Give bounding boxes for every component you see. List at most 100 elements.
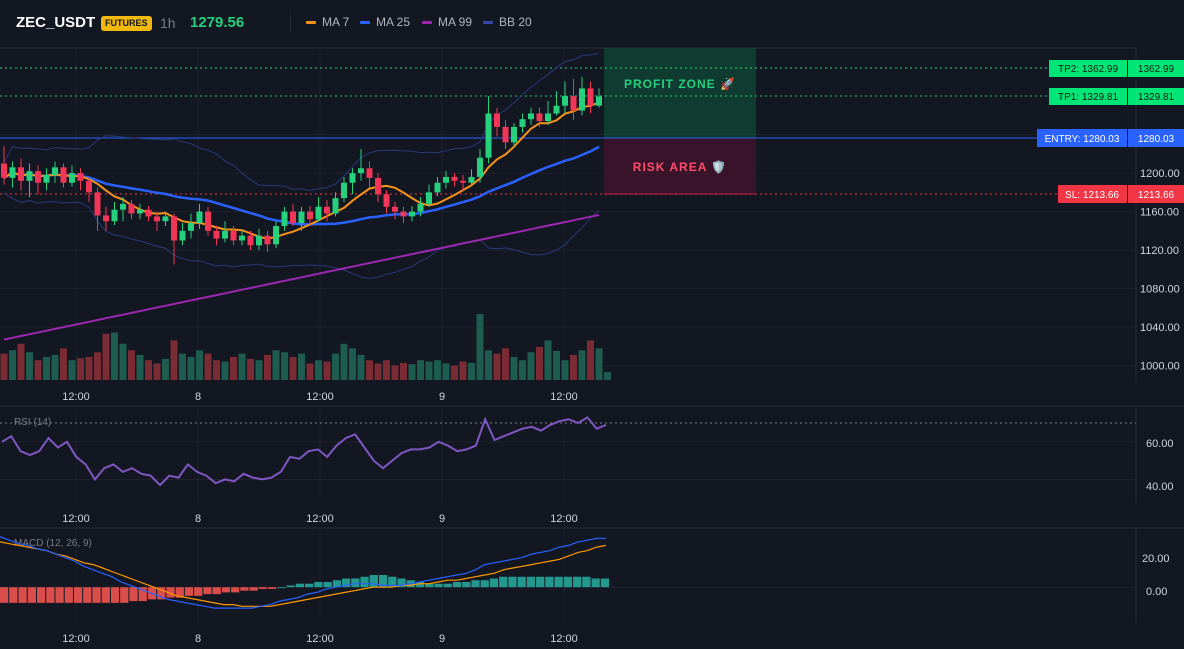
volume-bar — [272, 350, 280, 380]
price-tick: 1080.00 — [1140, 284, 1180, 296]
macd-hist-bar — [360, 576, 369, 588]
last-price: 1279.56 — [190, 14, 245, 31]
rsi-tick-60: 60.00 — [1146, 438, 1174, 450]
volume-bar — [357, 354, 365, 380]
candle-body — [536, 113, 543, 122]
macd-hist-bar — [499, 576, 508, 588]
macd-tick-0: 0.00 — [1146, 586, 1167, 598]
ma99-line — [3, 214, 600, 341]
volume-bar — [451, 365, 458, 380]
price-tick: 1000.00 — [1140, 361, 1180, 373]
volume-bar — [238, 353, 246, 380]
rsi-panel[interactable] — [0, 416, 1136, 487]
macd-hist-bar — [240, 587, 249, 591]
legend-ma7[interactable]: MA 7 — [306, 15, 349, 29]
macd-hist-bar — [351, 578, 360, 588]
macd-hist-bar — [480, 580, 489, 588]
sl-label-bg — [1058, 185, 1127, 203]
rsi-tick-40: 40.00 — [1146, 481, 1174, 493]
macd-hist-bar — [129, 587, 138, 602]
macd-hist-bar — [582, 576, 591, 588]
volume-bar — [349, 348, 356, 380]
macd-hist-bar — [323, 581, 332, 588]
volume-bar — [536, 347, 543, 380]
time-tick: 8 — [195, 513, 201, 525]
macd-hist-bar — [203, 587, 212, 595]
volume-bar — [323, 361, 331, 380]
volume-bar — [425, 361, 433, 380]
macd-hist-bar — [434, 583, 443, 588]
tp2-value-bg — [1128, 60, 1184, 77]
volume-bar — [9, 350, 16, 380]
candle-body — [511, 126, 517, 143]
volume-bar — [459, 361, 467, 380]
volume-bar — [247, 358, 254, 380]
ma25-swatch — [360, 20, 370, 24]
macd-hist-bar — [305, 583, 314, 588]
macd-hist-bar — [120, 587, 129, 603]
volume-bar — [170, 340, 178, 380]
volume-bar — [162, 358, 169, 380]
legend-bb20[interactable]: BB 20 — [483, 15, 532, 29]
macd-panel[interactable] — [0, 536, 1136, 609]
volume-bar — [527, 352, 535, 380]
timeframe-label[interactable]: 1h — [160, 15, 176, 31]
candle-body — [570, 96, 577, 111]
price-tick: 1040.00 — [1140, 322, 1180, 334]
tp1-value: 1329.81 — [1138, 92, 1175, 103]
candle-body — [434, 182, 441, 193]
macd-hist-bar — [573, 576, 582, 588]
candle-body — [137, 209, 143, 214]
symbol-title[interactable]: ZEC_USDT — [16, 14, 96, 31]
bollinger-bands — [3, 52, 600, 280]
candle-body — [35, 171, 41, 183]
volume-bar — [400, 362, 407, 380]
legend-bb20-label: BB 20 — [499, 15, 532, 29]
volume-bar — [587, 340, 594, 380]
price-axis[interactable]: 1240.001200.001160.001120.001080.001040.… — [1140, 130, 1180, 373]
legend-ma99[interactable]: MA 99 — [422, 15, 472, 29]
macd-hist-bar — [27, 587, 36, 603]
volume-bar — [417, 360, 424, 380]
time-tick: 8 — [195, 633, 201, 645]
volume-bar — [102, 333, 110, 380]
macd-hist-bar — [443, 583, 452, 588]
volume-bar — [604, 372, 611, 380]
macd-hist-bar — [9, 587, 18, 603]
time-tick: 12:00 — [550, 513, 578, 525]
candle-body — [52, 167, 58, 176]
macd-hist-bar — [36, 587, 46, 603]
candle-body — [94, 192, 101, 216]
volume-bar — [561, 360, 569, 380]
volume-bar — [332, 353, 339, 380]
macd-hist-bar — [471, 580, 480, 588]
macd-hist-bar — [489, 578, 499, 588]
volume-bar — [51, 354, 59, 380]
macd-hist-bar — [526, 576, 536, 588]
price-tick: 1160.00 — [1140, 207, 1179, 219]
rsi-line — [1, 416, 607, 487]
profit-zone — [604, 48, 756, 138]
macd-label: MACD (12, 26, 9) — [14, 538, 92, 549]
macd-hist-bar — [101, 587, 110, 603]
entry-label: ENTRY: 1280.03 — [1045, 134, 1120, 145]
time-tick: 12:00 — [62, 391, 90, 403]
volume-bar — [289, 356, 297, 380]
volume-bars — [0, 314, 611, 380]
tp2-value: 1362.99 — [1138, 64, 1175, 75]
legend-ma25[interactable]: MA 25 — [360, 15, 410, 29]
time-axes[interactable]: 12:00 8 12:00 9 12:00 12:00 8 12:00 9 12:00 12:00 8… — [62, 391, 578, 645]
volume-bar — [119, 343, 127, 380]
time-tick: 9 — [439, 633, 445, 645]
volume-bar — [255, 360, 263, 380]
volume-bar — [213, 360, 220, 380]
macd-hist-bar — [378, 575, 388, 588]
candle-body — [477, 157, 483, 177]
volume-bar — [553, 350, 560, 380]
volume-bar — [493, 353, 501, 380]
macd-hist-bar — [249, 587, 258, 591]
macd-hist-bar — [73, 587, 83, 603]
tp2-label: TP2: 1362.99 — [1058, 64, 1118, 75]
sl-label-group: SL: 1213.66 1213.66 — [1058, 185, 1184, 203]
